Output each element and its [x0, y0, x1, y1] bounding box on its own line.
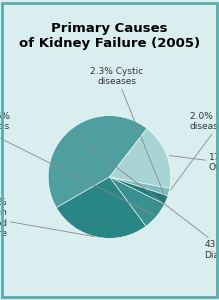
Text: 17.5%
Other: 17.5% Other	[170, 153, 219, 172]
Text: Primary Causes
of Kidney Failure (2005): Primary Causes of Kidney Failure (2005)	[19, 22, 200, 50]
Wedge shape	[110, 177, 170, 196]
Text: 43.8%
Diabetes: 43.8% Diabetes	[71, 133, 219, 260]
Wedge shape	[110, 128, 171, 188]
Text: 2.0% Urologic
diseases: 2.0% Urologic diseases	[171, 112, 219, 190]
Text: 7.6%
Glomerulonephritis: 7.6% Glomerulonephritis	[0, 112, 154, 215]
Text: 26.8%
High
blood
pressure: 26.8% High blood pressure	[0, 198, 94, 238]
Wedge shape	[57, 177, 146, 238]
Wedge shape	[110, 177, 164, 226]
Text: 2.3% Cystic
diseases: 2.3% Cystic diseases	[90, 67, 165, 197]
Wedge shape	[48, 116, 147, 208]
Wedge shape	[110, 177, 168, 204]
